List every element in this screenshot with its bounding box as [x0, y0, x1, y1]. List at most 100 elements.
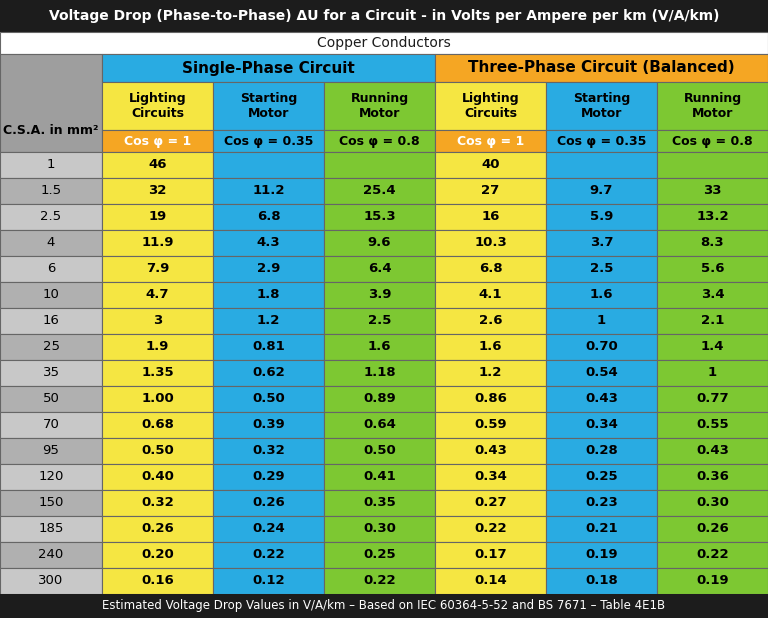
Text: 1.00: 1.00 [141, 392, 174, 405]
Text: Single-Phase Circuit: Single-Phase Circuit [182, 61, 355, 75]
Text: 15.3: 15.3 [363, 211, 396, 224]
Bar [435, 438, 546, 464]
Bar [546, 386, 657, 412]
Bar [0, 282, 102, 308]
Text: 0.18: 0.18 [585, 575, 618, 588]
Bar [657, 82, 768, 130]
Bar [546, 334, 657, 360]
Bar [546, 152, 657, 178]
Text: 1.4: 1.4 [700, 341, 724, 353]
Text: 4: 4 [47, 237, 55, 250]
Bar [324, 204, 435, 230]
Text: 0.89: 0.89 [363, 392, 396, 405]
Bar [657, 178, 768, 204]
Text: 2.9: 2.9 [257, 263, 280, 276]
Bar [657, 130, 768, 152]
Text: 150: 150 [38, 496, 64, 509]
Bar [324, 130, 435, 152]
Bar [213, 516, 324, 542]
Text: 0.81: 0.81 [252, 341, 285, 353]
Text: 0.32: 0.32 [141, 496, 174, 509]
Bar [0, 412, 102, 438]
Text: Starting
Motor: Starting Motor [573, 92, 630, 120]
Text: 0.35: 0.35 [363, 496, 396, 509]
Text: 1: 1 [597, 315, 606, 328]
Text: 2.6: 2.6 [478, 315, 502, 328]
Text: 3.9: 3.9 [368, 289, 391, 302]
Bar [213, 334, 324, 360]
Bar [657, 334, 768, 360]
Bar [657, 256, 768, 282]
Text: Lighting
Circuits: Lighting Circuits [462, 92, 519, 120]
Bar [546, 412, 657, 438]
Text: 1.6: 1.6 [478, 341, 502, 353]
Bar [0, 516, 102, 542]
Text: 0.30: 0.30 [696, 496, 729, 509]
Text: 0.21: 0.21 [585, 522, 617, 536]
Text: Cos φ = 1: Cos φ = 1 [124, 135, 191, 148]
Text: 0.70: 0.70 [585, 341, 618, 353]
Text: 0.26: 0.26 [696, 522, 729, 536]
Text: 0.32: 0.32 [252, 444, 285, 457]
Bar [0, 256, 102, 282]
Bar [213, 282, 324, 308]
Bar [0, 334, 102, 360]
Text: 0.34: 0.34 [585, 418, 618, 431]
Bar [435, 82, 546, 130]
Bar [213, 130, 324, 152]
Text: 1: 1 [708, 366, 717, 379]
Bar [213, 490, 324, 516]
Text: 3.4: 3.4 [700, 289, 724, 302]
Text: 6: 6 [47, 263, 55, 276]
Text: 0.22: 0.22 [696, 549, 729, 562]
Bar [657, 152, 768, 178]
Bar [102, 516, 213, 542]
Bar [0, 438, 102, 464]
Text: 0.43: 0.43 [585, 392, 618, 405]
Bar [102, 438, 213, 464]
Bar [657, 308, 768, 334]
Bar [102, 568, 213, 594]
Text: 3: 3 [153, 315, 162, 328]
Text: 27: 27 [482, 185, 500, 198]
Text: 0.27: 0.27 [474, 496, 507, 509]
Text: Cos φ = 1: Cos φ = 1 [457, 135, 524, 148]
Bar [102, 230, 213, 256]
Bar [546, 464, 657, 490]
Bar [213, 360, 324, 386]
Bar [0, 178, 102, 204]
Bar [324, 568, 435, 594]
Text: 0.40: 0.40 [141, 470, 174, 483]
Bar [102, 54, 435, 82]
Text: Three-Phase Circuit (Balanced): Three-Phase Circuit (Balanced) [468, 61, 735, 75]
Text: 35: 35 [42, 366, 59, 379]
Text: Running
Motor: Running Motor [684, 92, 742, 120]
Text: Starting
Motor: Starting Motor [240, 92, 297, 120]
Bar [102, 204, 213, 230]
Bar [435, 412, 546, 438]
Bar [546, 178, 657, 204]
Text: Cos φ = 0.35: Cos φ = 0.35 [223, 135, 313, 148]
Text: 4.7: 4.7 [146, 289, 169, 302]
Text: 6.8: 6.8 [257, 211, 280, 224]
Text: 0.62: 0.62 [252, 366, 285, 379]
Bar [0, 308, 102, 334]
Text: 3.7: 3.7 [590, 237, 614, 250]
Text: 16: 16 [482, 211, 500, 224]
Bar [435, 464, 546, 490]
Bar [657, 360, 768, 386]
Bar [657, 230, 768, 256]
Bar [0, 464, 102, 490]
Bar [0, 568, 102, 594]
Text: 0.55: 0.55 [696, 418, 729, 431]
Bar [324, 178, 435, 204]
Text: 0.50: 0.50 [252, 392, 285, 405]
Text: 0.26: 0.26 [141, 522, 174, 536]
Text: 1.2: 1.2 [478, 366, 502, 379]
Bar [546, 230, 657, 256]
Bar [546, 360, 657, 386]
Text: 4.1: 4.1 [478, 289, 502, 302]
Text: 1.5: 1.5 [41, 185, 61, 198]
Text: 0.59: 0.59 [474, 418, 507, 431]
Bar [0, 490, 102, 516]
